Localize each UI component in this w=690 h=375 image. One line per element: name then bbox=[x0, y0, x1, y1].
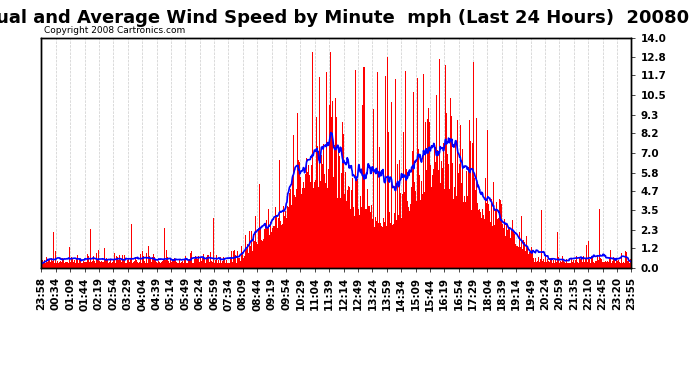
Text: Copyright 2008 Cartronics.com: Copyright 2008 Cartronics.com bbox=[44, 26, 186, 35]
Text: Actual and Average Wind Speed by Minute  mph (Last 24 Hours)  20080831: Actual and Average Wind Speed by Minute … bbox=[0, 9, 690, 27]
